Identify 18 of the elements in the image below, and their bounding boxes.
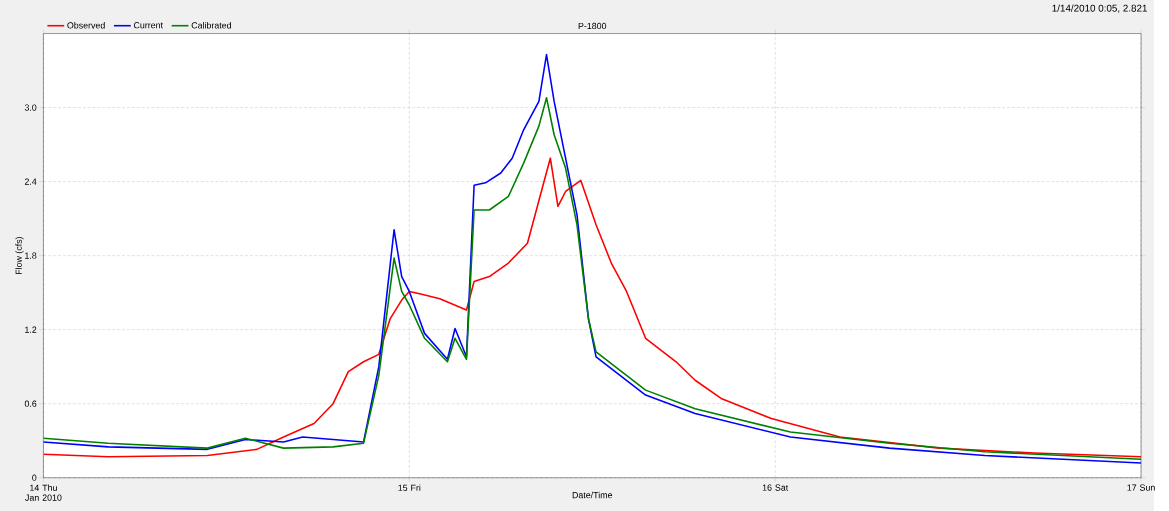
legend-label: Observed (67, 21, 105, 29)
chart-title: P-1800 (578, 22, 607, 29)
y-tick-label: 0.6 (24, 400, 37, 407)
x-tick-label: 17 Sun (1127, 484, 1155, 491)
legend-label: Calibrated (191, 21, 231, 29)
y-tick-label: 3.0 (24, 104, 37, 111)
x-tick-label: 16 Sat (762, 484, 789, 491)
line-series (43, 157, 1142, 458)
y-tick-label: 0 (32, 474, 37, 481)
legend-label: Current (133, 21, 163, 29)
x-tick-label: 14 Thu Jan 2010 (25, 484, 62, 501)
y-tick-label: 2.4 (24, 178, 37, 185)
y-tick-label: 1.8 (25, 252, 37, 259)
text: 1/14/2010 0:05, 2.821 (1052, 4, 1147, 13)
y-axis-title: Flow (cfs) (15, 236, 24, 274)
y-tick-label: 1.2 (25, 326, 37, 333)
x-axis-title: Date/Time (572, 491, 613, 499)
x-tick-label: 15 Fri (398, 484, 421, 491)
